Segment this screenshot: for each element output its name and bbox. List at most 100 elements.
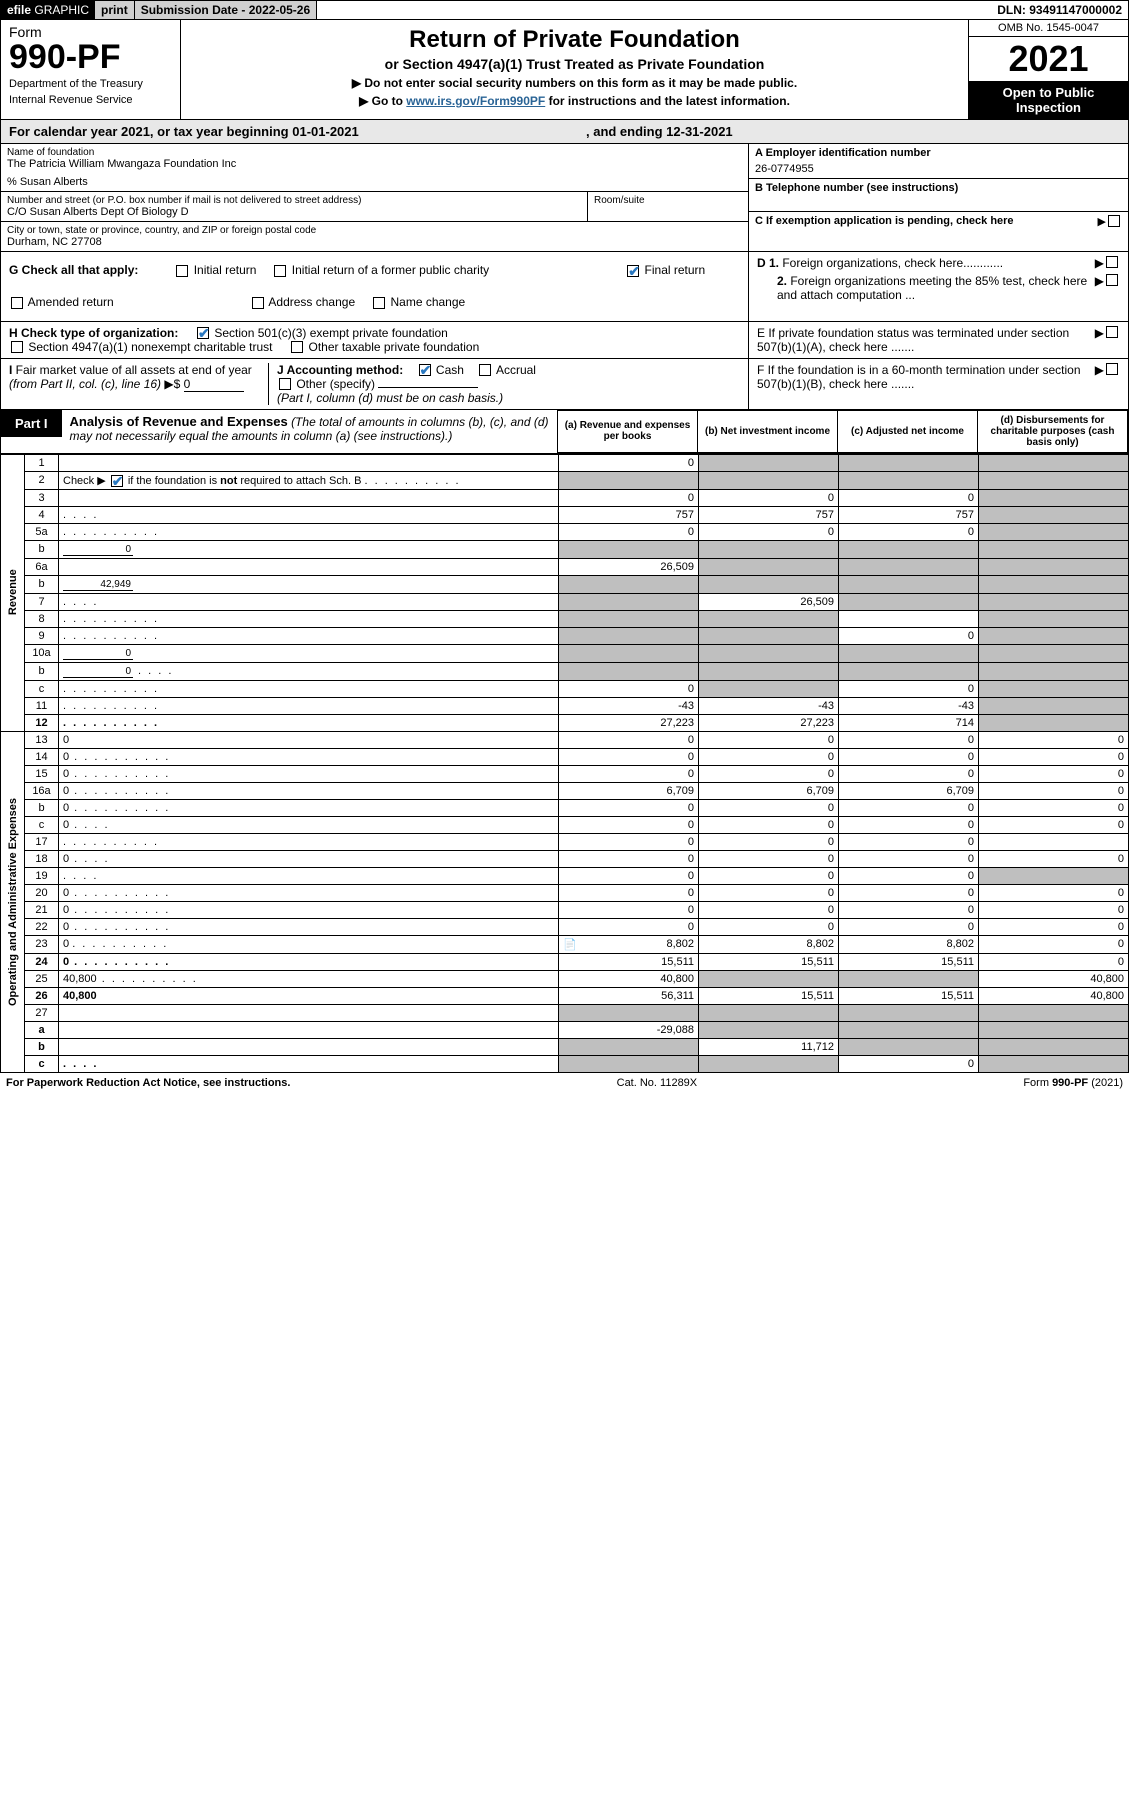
table-cell [699,540,839,558]
instr2-link[interactable]: www.irs.gov/Form990PF [406,94,545,108]
line-no: 8 [25,610,59,627]
table-cell [699,610,839,627]
table-row: 230 📄8,8028,8028,8020 [1,935,1129,953]
table-cell: -43 [839,697,979,714]
sub-date: 2022-05-26 [249,3,310,17]
city-val: Durham, NC 27708 [7,236,742,248]
hdr-left: Form 990-PF Department of the Treasury I… [1,20,181,119]
f-ck[interactable] [1106,363,1118,375]
line-desc [59,489,559,506]
table-cell [979,1021,1129,1038]
table-row: b00000 [1,799,1129,816]
d2-ck[interactable] [1106,274,1118,286]
line-no: 27 [25,1004,59,1021]
table-row: 726,509 [1,593,1129,610]
line-no: 7 [25,593,59,610]
h-ck-0[interactable] [197,327,209,339]
j-opt-1: Accrual [496,363,536,377]
form-subtitle: or Section 4947(a)(1) Trust Treated as P… [189,56,960,72]
table-cell: 6,709 [559,782,699,799]
table-cell [699,627,839,644]
table-cell [559,1055,699,1072]
table-row: 1500000 [1,765,1129,782]
d1-ck[interactable] [1106,256,1118,268]
table-cell [979,454,1129,471]
line-no: 20 [25,884,59,901]
j-other-line [378,387,478,388]
j-ck-1[interactable] [479,364,491,376]
table-cell: 11,712 [699,1038,839,1055]
h-ck-2[interactable] [291,341,303,353]
j-ck-2[interactable] [279,378,291,390]
table-cell [979,489,1129,506]
schb-ck[interactable] [111,475,123,487]
section-revenue: Revenue [1,454,25,731]
line-no: 2 [25,471,59,489]
h-ck-1[interactable] [11,341,23,353]
line-desc: 0 [59,884,559,901]
opts-right: D 1. Foreign organizations, check here..… [748,252,1128,409]
table-cell: 0 [699,799,839,816]
table-cell [839,610,979,627]
table-cell: 0 [839,918,979,935]
line-no: 15 [25,765,59,782]
table-cell: 0 [559,731,699,748]
table-cell [839,575,979,593]
line-no: 17 [25,833,59,850]
submission-date: Submission Date - 2022-05-26 [135,1,317,19]
table-cell: 0 [979,901,1129,918]
open2: Inspection [969,100,1128,115]
h-opt-1: Section 4947(a)(1) nonexempt charitable … [28,340,272,354]
efile-text: efile [7,3,31,17]
table-cell: 0 [839,850,979,867]
g-ck-2[interactable] [627,265,639,277]
table-cell: 0 [979,799,1129,816]
g-ck-3[interactable] [11,297,23,309]
line-no: 5a [25,523,59,540]
g-ck-5[interactable] [373,297,385,309]
table-cell: 40,800 [559,970,699,987]
table-cell: -43 [559,697,699,714]
calyear-pre: For calendar year 2021, or tax year begi… [9,124,292,139]
line-no: b [25,799,59,816]
line-desc: 0 [59,748,559,765]
table-cell [979,523,1129,540]
print-text[interactable]: print [95,1,135,19]
table-cell: 0 [839,627,979,644]
calendar-year-row: For calendar year 2021, or tax year begi… [0,120,1129,144]
table-cell: 0 [839,748,979,765]
table-cell [979,1004,1129,1021]
line-desc [59,1004,559,1021]
c-checkbox[interactable] [1108,215,1120,227]
g-ck-4[interactable] [252,297,264,309]
phone-cell: B Telephone number (see instructions) [749,179,1128,212]
line-no: c [25,1055,59,1072]
table-row: 2000000 [1,884,1129,901]
table-cell [979,558,1129,575]
table-cell [559,627,699,644]
main-table: Revenue102Check ▶ if the foundation is n… [0,454,1129,1073]
table-cell [839,540,979,558]
g-ck-0[interactable] [176,265,188,277]
h-opt-0: Section 501(c)(3) exempt private foundat… [214,326,447,340]
j-ck-0[interactable] [419,364,431,376]
line-no: 22 [25,918,59,935]
e-ck[interactable] [1106,326,1118,338]
line-no: c [25,680,59,697]
calyear-mid: , and ending [586,124,666,139]
line-no: b [25,1038,59,1055]
table-row: 5a000 [1,523,1129,540]
table-cell: 0 [559,867,699,884]
col-c: (c) Adjusted net income [838,410,978,452]
attach-icon[interactable]: 📄 [563,938,577,951]
line-desc: 42,949 [59,575,559,593]
g-opt-3: Amended return [28,295,114,309]
table-cell: 0 [559,454,699,471]
g-ck-1[interactable] [274,265,286,277]
efile-badge: efile GRAPHIC [1,1,95,19]
i-lbl: I Fair market value of all assets at end… [9,363,252,391]
line-no: 13 [25,731,59,748]
j-lbl: J Accounting method: [277,363,403,377]
table-cell: 0 [699,833,839,850]
line-no: b [25,540,59,558]
